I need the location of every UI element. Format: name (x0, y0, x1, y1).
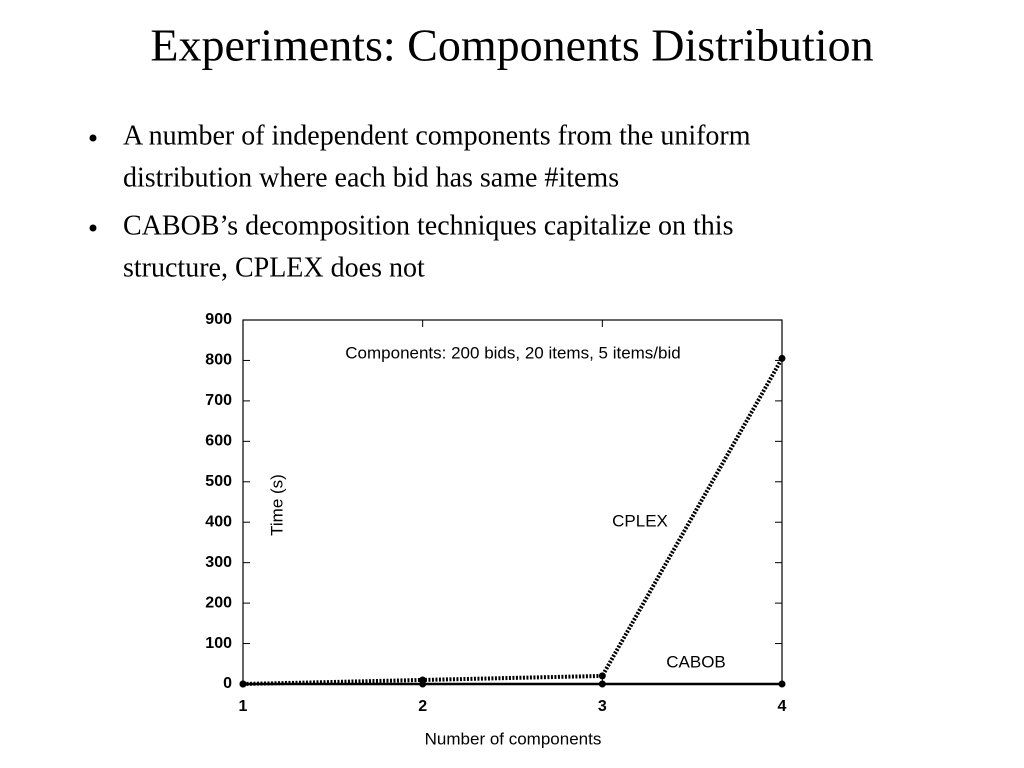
bullet-dot (89, 224, 97, 232)
y-tick-label: 900 (205, 311, 232, 328)
y-tick-label: 800 (205, 352, 232, 369)
bullet-text: structure, CPLEX does not (123, 252, 425, 283)
plot-frame (242, 319, 783, 685)
data-point (598, 680, 606, 688)
y-axis-label: Time (s) (267, 474, 286, 536)
data-point (778, 680, 786, 688)
bullet-text: distribution where each bid has same #it… (123, 162, 619, 193)
series-label: CABOB (666, 652, 726, 671)
chart: 0 100 200 300 400 500 600 700 800 900 1 2 3 4 Number o… (205, 311, 786, 748)
series-label: CPLEX (612, 511, 668, 530)
y-tick-label: 600 (205, 433, 232, 450)
x-tick-label: 1 (239, 698, 248, 715)
bullet-text: A number of independent components from … (123, 120, 751, 151)
data-point (419, 680, 427, 688)
slide-title: Experiments: Components Distribution (150, 20, 873, 71)
x-tick-label: 4 (778, 698, 787, 715)
y-tick-label: 200 (205, 594, 232, 611)
bullet-text: CABOB’s decomposition techniques capital… (123, 210, 733, 241)
y-tick-label: 100 (205, 635, 232, 652)
y-tick-label: 400 (205, 513, 232, 530)
x-tick-label: 3 (598, 698, 607, 715)
x-tick-label: 2 (418, 698, 427, 715)
y-tick-label: 500 (205, 473, 232, 490)
bullet-list: A number of independent components from … (89, 120, 751, 283)
bullet-dot (89, 134, 97, 142)
data-point (778, 354, 786, 362)
data-point (239, 680, 247, 688)
data-point (598, 672, 606, 680)
y-tick-label: 300 (205, 554, 232, 571)
series-line (242, 357, 784, 686)
y-tick-label: 0 (223, 675, 232, 692)
x-axis-label: Number of components (425, 729, 602, 748)
y-tick-label: 700 (205, 392, 232, 409)
annotation: Components: 200 bids, 20 items, 5 items/… (345, 343, 680, 362)
